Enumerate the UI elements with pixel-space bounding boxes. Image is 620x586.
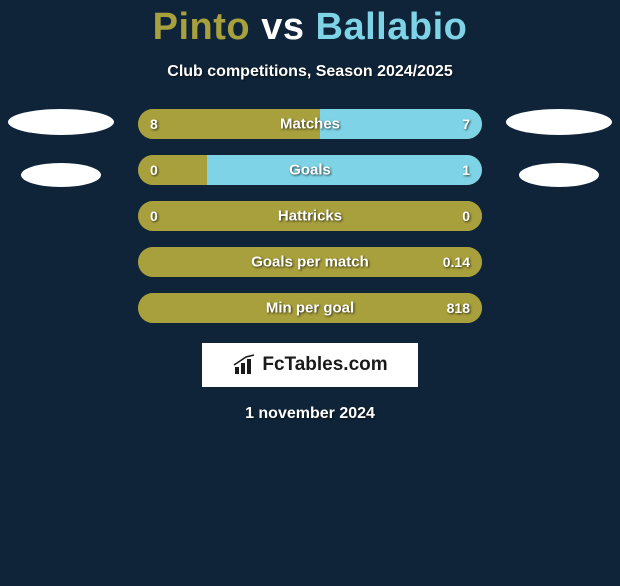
bar-value-left: 8 [150, 116, 158, 132]
comparison-content: Matches 8 7 Goals 0 1 Hattricks 0 0 Goals per mat… [0, 109, 620, 423]
vs-separator: vs [261, 6, 304, 48]
bar-fill-left [138, 155, 207, 185]
bar-value-right: 0 [462, 208, 470, 224]
bar-fill-right [207, 155, 482, 185]
bar-value-right: 818 [447, 300, 470, 316]
footer-date: 1 november 2024 [0, 405, 620, 423]
stat-bar: Matches 8 7 [138, 109, 482, 139]
page-title: Pinto vs Ballabio [0, 6, 620, 49]
player1-name: Pinto [153, 6, 250, 48]
stat-bar: Hattricks 0 0 [138, 201, 482, 231]
bar-label: Goals per match [251, 254, 369, 271]
bar-value-right: 0.14 [443, 254, 470, 270]
right-badges [506, 109, 612, 187]
bar-fill-right [320, 109, 482, 139]
bar-value-left: 0 [150, 162, 158, 178]
bar-value-left: 0 [150, 208, 158, 224]
badge-ellipse [21, 163, 101, 187]
bar-label: Min per goal [266, 300, 354, 317]
bar-value-right: 1 [462, 162, 470, 178]
chart-icon [232, 353, 256, 377]
comparison-bars: Matches 8 7 Goals 0 1 Hattricks 0 0 Goals per mat… [138, 109, 482, 323]
badge-ellipse [519, 163, 599, 187]
source-logo: FcTables.com [202, 343, 418, 387]
bar-value-right: 7 [462, 116, 470, 132]
stat-bar: Goals per match 0.14 [138, 247, 482, 277]
left-badges [8, 109, 114, 187]
player2-name: Ballabio [316, 6, 468, 48]
source-logo-text: FcTables.com [262, 354, 387, 376]
bar-label: Matches [280, 116, 340, 133]
bar-label: Goals [289, 162, 331, 179]
stat-bar: Min per goal 818 [138, 293, 482, 323]
stat-bar: Goals 0 1 [138, 155, 482, 185]
badge-ellipse [8, 109, 114, 135]
subtitle: Club competitions, Season 2024/2025 [0, 63, 620, 81]
badge-ellipse [506, 109, 612, 135]
bar-label: Hattricks [278, 208, 342, 225]
